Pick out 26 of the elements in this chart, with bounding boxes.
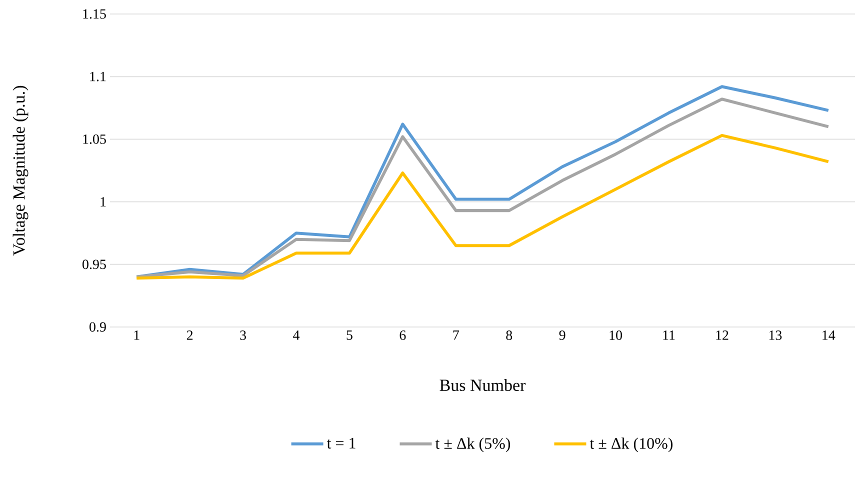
x-tick-label: 14	[822, 330, 836, 340]
x-tick-label: 11	[663, 330, 675, 340]
y-tick-label: 1.05	[83, 134, 106, 144]
x-tick-label: 8	[506, 330, 512, 340]
x-tick-label: 6	[400, 330, 406, 340]
legend-label: t ± Δk (10%)	[590, 438, 673, 452]
x-tick-label: 7	[453, 330, 459, 340]
y-tick-label: 1	[100, 197, 106, 206]
x-tick-label: 5	[346, 330, 352, 340]
x-tick-label: 4	[293, 330, 300, 340]
y-tick-label: 0.95	[82, 260, 106, 270]
y-tick-label: 0.9	[90, 322, 106, 332]
x-tick-label: 2	[186, 330, 193, 340]
x-tick-label: 10	[610, 330, 622, 340]
x-tick-label: 1	[134, 330, 140, 340]
legend-label: t ± Δk (5%)	[435, 438, 510, 452]
x-tick-label: 12	[716, 330, 728, 340]
y-tick-label: 1.15	[83, 9, 106, 19]
x-tick-label: 9	[559, 330, 566, 340]
legend-label: t = 1	[326, 438, 356, 449]
line-series	[135, 134, 830, 280]
x-tick-label: 3	[240, 330, 246, 340]
x-axis-title: Bus Number	[440, 379, 526, 391]
x-tick-label: 13	[769, 330, 782, 340]
y-tick-label: 1.1	[90, 72, 106, 82]
y-axis-title: Voltage Magnitude (p.u.)	[12, 86, 28, 256]
